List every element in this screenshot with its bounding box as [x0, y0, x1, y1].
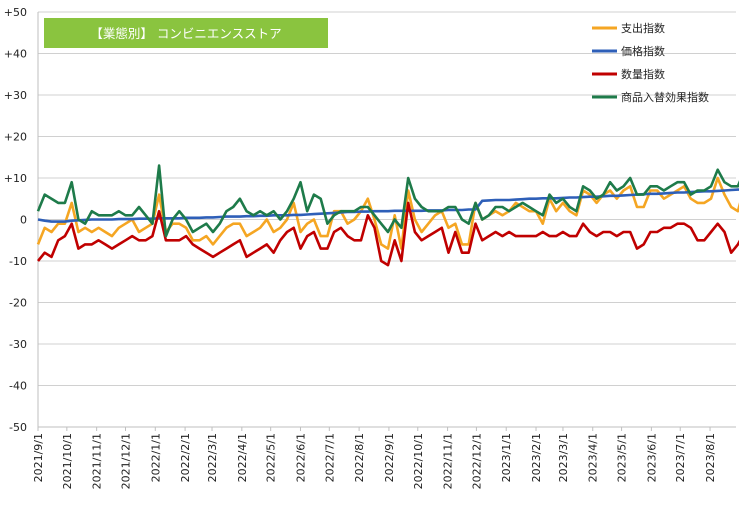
x-tick-label: 2023/3/1: [557, 433, 570, 482]
x-tick-label: 2023/1/1: [500, 433, 513, 482]
x-tick-label: 2023/5/1: [616, 433, 629, 482]
x-tick-label: 2022/3/1: [206, 433, 219, 482]
x-tick-label: 2022/1/1: [149, 433, 162, 482]
x-tick-label: 2021/11/1: [91, 433, 104, 489]
x-tick-label: 2023/2/1: [530, 433, 543, 482]
x-tick-label: 2021/9/1: [32, 433, 45, 482]
series-line-1: [37, 188, 739, 223]
y-tick-label: -40: [9, 380, 27, 393]
series-line-3: [36, 164, 739, 238]
chart-title-box: 【業態別】 コンビニエンスストア: [44, 18, 328, 48]
x-tick-label: 2022/2/1: [179, 433, 192, 482]
x-tick-label: 2022/4/1: [236, 433, 249, 482]
x-tick-label: 2022/11/1: [442, 433, 455, 489]
y-tick-label: +20: [4, 131, 27, 144]
x-tick-label: 2023/6/1: [645, 433, 658, 482]
y-tick-label: +50: [4, 6, 27, 19]
y-tick-label: -50: [9, 421, 27, 434]
x-tick-label: 2022/12/1: [470, 433, 483, 489]
x-tick-label: 2023/7/1: [674, 433, 687, 482]
y-tick-label: +30: [4, 89, 27, 102]
y-tick-label: -20: [9, 297, 27, 310]
y-axis-ticks: +50 +40 +30 +20 +10 0 -10 -20 -30 -40 -50: [4, 6, 27, 434]
x-tick-label: 2021/10/1: [61, 433, 74, 489]
x-axis-ticks: 2021/9/1 2021/10/1 2021/11/1 2021/12/1 2022/…: [32, 427, 717, 489]
legend-label-0: 支出指数: [621, 21, 665, 35]
y-tick-label: -10: [9, 255, 27, 268]
x-tick-label: 2023/8/1: [704, 433, 717, 482]
chart-title: 【業態別】 コンビニエンスストア: [90, 26, 281, 41]
x-tick-label: 2022/8/1: [353, 433, 366, 482]
y-tick-label: +10: [4, 172, 27, 185]
y-tick-label: 0: [20, 214, 27, 227]
series-lines: [36, 164, 739, 267]
x-tick-label: 2022/10/1: [412, 433, 425, 489]
series-line-2: [36, 201, 739, 267]
x-tick-label: 2021/12/1: [119, 433, 132, 489]
legend-label-2: 数量指数: [621, 67, 665, 81]
legend-label-1: 価格指数: [621, 44, 665, 58]
x-tick-label: 2022/6/1: [294, 433, 307, 482]
x-tick-label: 2022/7/1: [323, 433, 336, 482]
x-tick-label: 2022/5/1: [265, 433, 278, 482]
y-tick-label: +40: [4, 48, 27, 61]
y-tick-label: -30: [9, 338, 27, 351]
x-tick-label: 2022/9/1: [383, 433, 396, 482]
legend-label-3: 商品入替効果指数: [621, 90, 709, 104]
x-tick-label: 2023/4/1: [587, 433, 600, 482]
